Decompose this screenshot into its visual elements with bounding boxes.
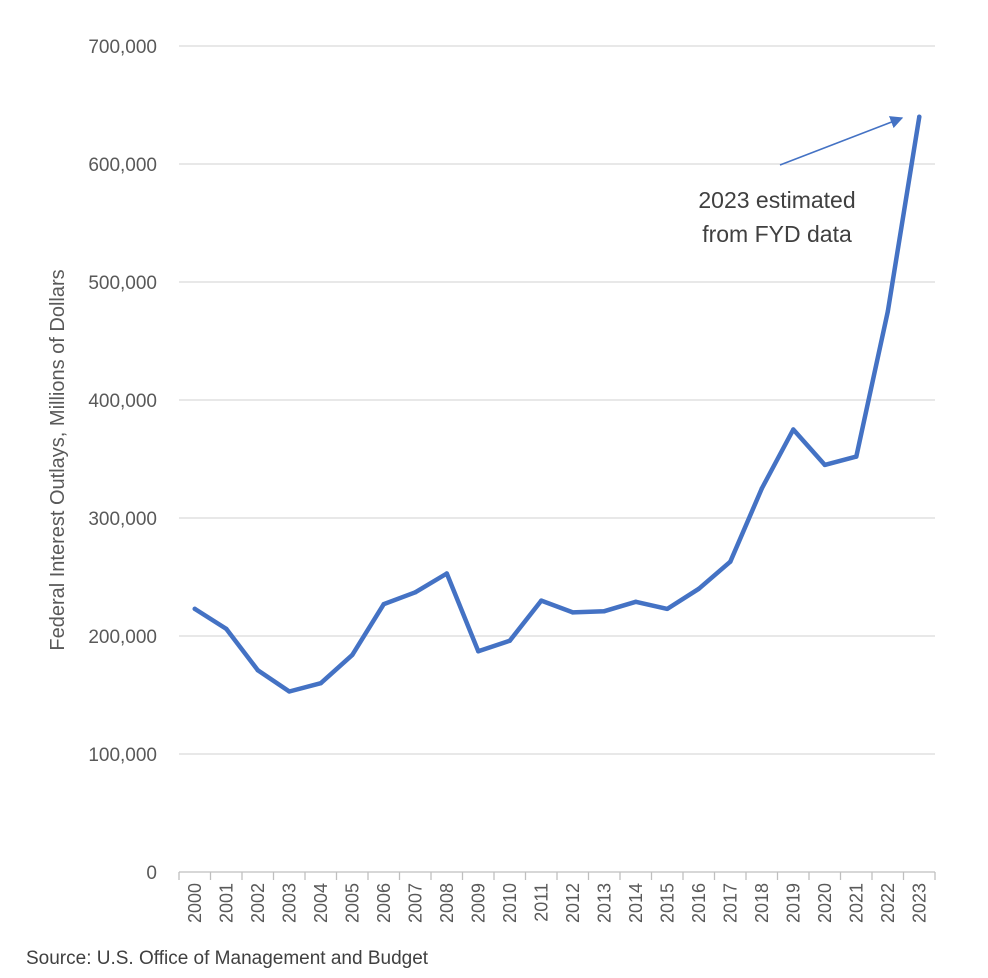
x-axis-ticks: 2000 2001 2002 2003 2004 2005 2006 2007 2008 2009…: [178, 872, 936, 923]
y-tick-label: 600,000: [88, 155, 157, 176]
x-tick-label: 2012: [563, 883, 583, 923]
data-point-2023: [917, 114, 922, 120]
data-point-2011: [539, 598, 544, 603]
data-point-2007: [413, 590, 418, 595]
x-tick-label: 2002: [248, 883, 268, 923]
data-point-2002: [255, 668, 260, 673]
data-point-2010: [507, 638, 512, 643]
y-axis-ticks: 0 100,000 200,000 300,000 400,000 500,000 600,…: [88, 37, 157, 884]
data-point-2001: [224, 626, 229, 632]
x-tick-label: 2021: [846, 883, 866, 923]
x-tick-label: 2016: [689, 883, 709, 923]
data-point-2004: [318, 681, 323, 686]
y-tick-label: 500,000: [88, 273, 157, 294]
y-tick-label: 100,000: [88, 745, 157, 766]
gridlines: [179, 45, 935, 755]
x-tick-label: 2023: [909, 883, 929, 923]
series-line: [192, 114, 922, 694]
annotation-arrow: [779, 116, 904, 166]
data-point-2022: [885, 309, 890, 314]
x-tick-label: 2006: [374, 883, 394, 923]
y-tick-label: 0: [146, 863, 157, 884]
x-tick-label: 2009: [468, 883, 488, 923]
data-point-2006: [381, 601, 386, 607]
x-tick-label: 2022: [878, 883, 898, 923]
y-axis-label: Federal Interest Outlays, Millions of Do…: [47, 269, 69, 650]
data-point-2005: [350, 652, 355, 658]
x-tick-label: 2018: [752, 883, 772, 923]
data-point-2009: [476, 649, 481, 654]
x-tick-label: 2013: [594, 883, 614, 923]
x-tick-label: 2017: [720, 883, 740, 923]
y-tick-label: 700,000: [88, 37, 157, 58]
x-tick-label: 2020: [815, 883, 835, 923]
x-tick-label: 2008: [437, 883, 457, 923]
x-tick-label: 2007: [405, 883, 425, 923]
series-layer: [192, 114, 922, 694]
x-tick-label: 2000: [185, 883, 205, 923]
data-point-2020: [822, 462, 827, 468]
x-tick-label: 2019: [783, 883, 803, 923]
y-tick-label: 200,000: [88, 627, 157, 648]
y-tick-label: 400,000: [88, 391, 157, 412]
annotation-line-1: 2023 estimated: [698, 187, 855, 213]
x-tick-label: 2001: [216, 883, 236, 923]
data-point-2019: [791, 427, 796, 432]
data-point-2014: [633, 599, 638, 604]
x-tick-label: 2005: [342, 883, 362, 923]
x-tick-label: 2010: [500, 883, 520, 923]
annotation-line-2: from FYD data: [702, 221, 852, 247]
x-tick-label: 2003: [279, 883, 299, 923]
data-point-2013: [602, 609, 607, 614]
data-point-2015: [665, 606, 670, 612]
data-point-2000: [192, 606, 197, 612]
data-point-2016: [696, 586, 701, 591]
x-tick-label: 2004: [311, 883, 331, 923]
x-tick-label: 2015: [657, 883, 677, 923]
x-tick-label: 2014: [626, 883, 646, 923]
data-point-2017: [728, 559, 733, 564]
y-tick-label: 300,000: [88, 509, 157, 530]
source-note: Source: U.S. Office of Management and Bu…: [26, 948, 429, 969]
data-point-2018: [759, 486, 764, 491]
data-point-2012: [570, 610, 575, 615]
data-point-2003: [287, 689, 292, 694]
data-point-2008: [444, 571, 449, 576]
x-tick-label: 2011: [531, 883, 551, 922]
data-point-2021: [854, 454, 859, 459]
